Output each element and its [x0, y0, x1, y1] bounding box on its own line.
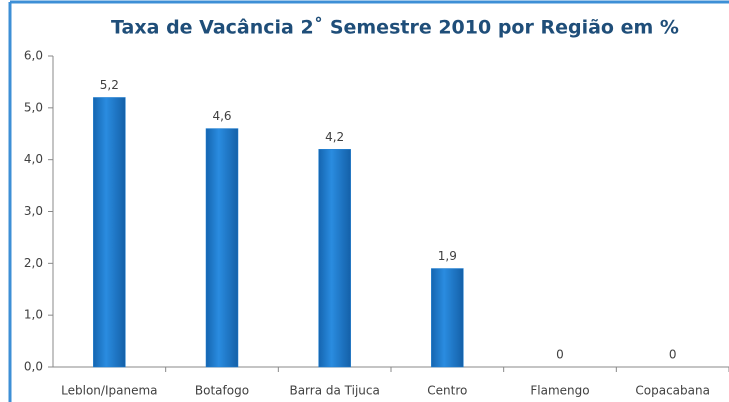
x-tick-label: Leblon/Ipanema: [61, 384, 157, 398]
value-label: 0: [556, 348, 564, 362]
y-tick-label: 6,0: [24, 49, 43, 63]
y-tick-label: 3,0: [24, 204, 43, 218]
value-label: 5,2: [100, 78, 119, 92]
chart-title: Taxa de Vacância 2˚ Semestre 2010 por Re…: [111, 16, 679, 39]
y-tick-label: 4,0: [24, 152, 43, 166]
bar: [431, 268, 464, 368]
x-tick-label: Flamengo: [530, 384, 589, 398]
value-label: 0: [669, 348, 677, 362]
y-tick-label: 0,0: [24, 360, 43, 374]
bar: [205, 128, 239, 368]
x-tick-label: Barra da Tijuca: [289, 384, 379, 398]
value-label: 4,6: [212, 109, 231, 123]
x-tick-label: Botafogo: [195, 384, 249, 398]
bar: [93, 97, 126, 368]
y-tick-label: 2,0: [24, 256, 43, 270]
y-tick-label: 5,0: [24, 100, 43, 114]
y-tick-label: 1,0: [24, 308, 43, 322]
value-label: 1,9: [438, 249, 457, 263]
bar: [318, 149, 351, 368]
value-label: 4,2: [325, 130, 344, 144]
x-tick-label: Copacabana: [635, 384, 710, 398]
x-tick-label: Centro: [427, 384, 467, 398]
